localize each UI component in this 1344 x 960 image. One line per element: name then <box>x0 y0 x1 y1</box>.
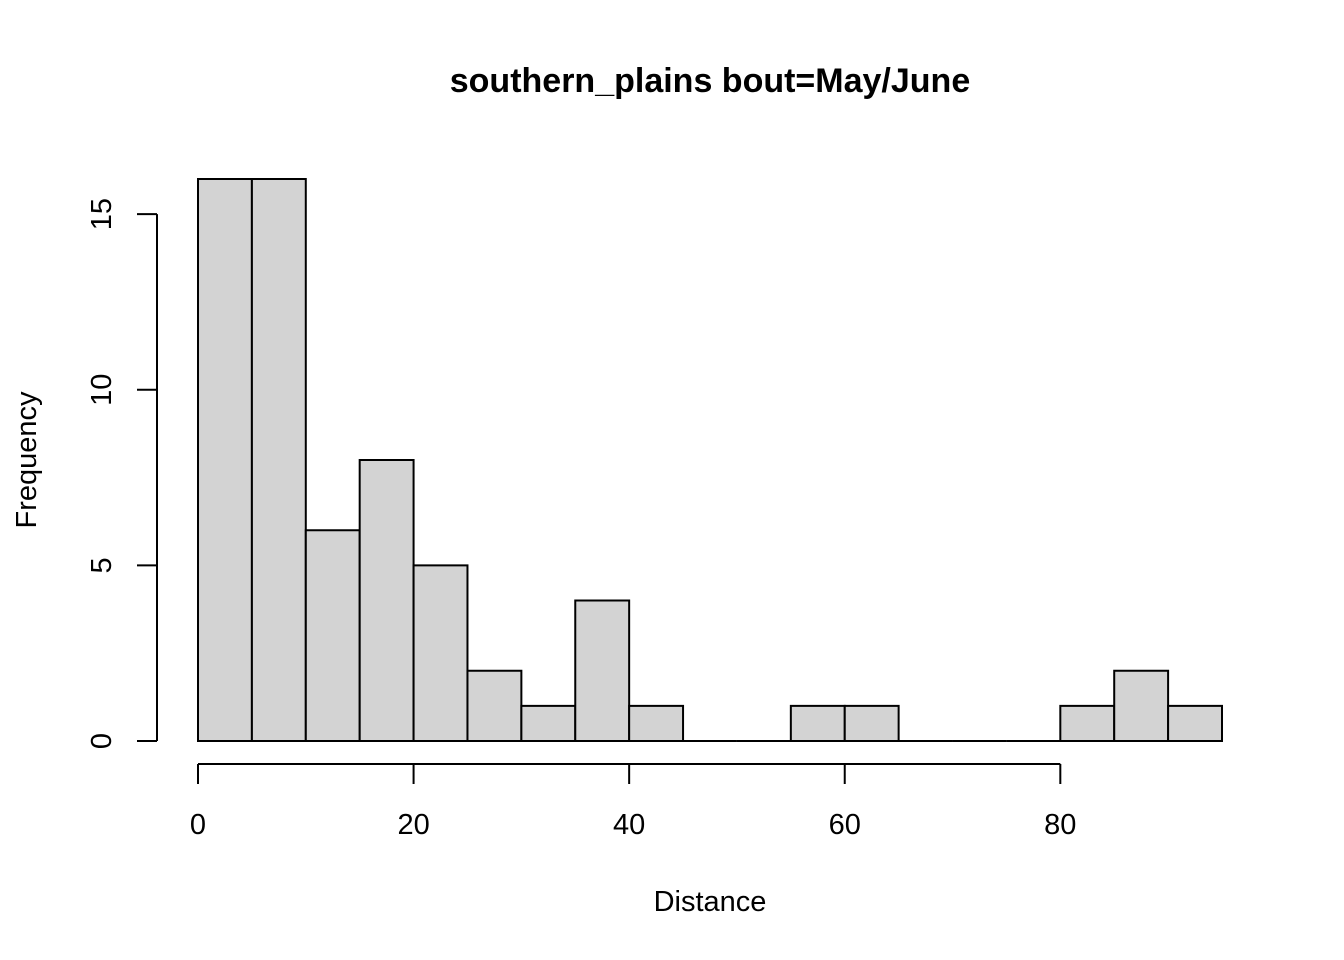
histogram-bar-12 <box>843 704 900 742</box>
y-tick-label-0: 0 <box>86 733 118 749</box>
histogram-bar-18 <box>1167 704 1223 742</box>
histogram-bar-0 <box>197 178 253 742</box>
x-tick-label-4: 80 <box>1044 809 1076 841</box>
histogram-bar-4 <box>412 564 469 742</box>
y-tick-label-1: 5 <box>86 557 118 573</box>
histogram-bar-5 <box>466 669 523 742</box>
histogram-bar-3 <box>358 459 415 742</box>
histogram-bar-1 <box>250 178 307 742</box>
y-tick-label-3: 15 <box>86 198 118 230</box>
x-axis-label: Distance <box>654 886 767 918</box>
histogram-bar-8 <box>628 704 685 742</box>
histogram-bar-6 <box>520 704 577 742</box>
x-tick-label-3: 60 <box>829 809 861 841</box>
x-tick-label-2: 40 <box>613 809 645 841</box>
histogram-bar-7 <box>574 599 631 742</box>
y-axis: 0 5 10 15 <box>86 198 158 749</box>
histogram-bars <box>197 178 1223 742</box>
x-tick-label-1: 20 <box>397 809 429 841</box>
chart-title: southern_plains bout=May/June <box>450 62 970 100</box>
x-axis: 0 20 40 60 80 <box>190 763 1076 841</box>
x-tick-label-0: 0 <box>190 809 206 841</box>
y-axis-label: Frequency <box>11 391 43 529</box>
y-tick-label-2: 10 <box>86 374 118 406</box>
histogram-bar-11 <box>789 704 846 742</box>
histogram-bar-2 <box>304 529 361 742</box>
histogram-bar-16 <box>1059 704 1116 742</box>
histogram-bar-17 <box>1113 669 1170 742</box>
